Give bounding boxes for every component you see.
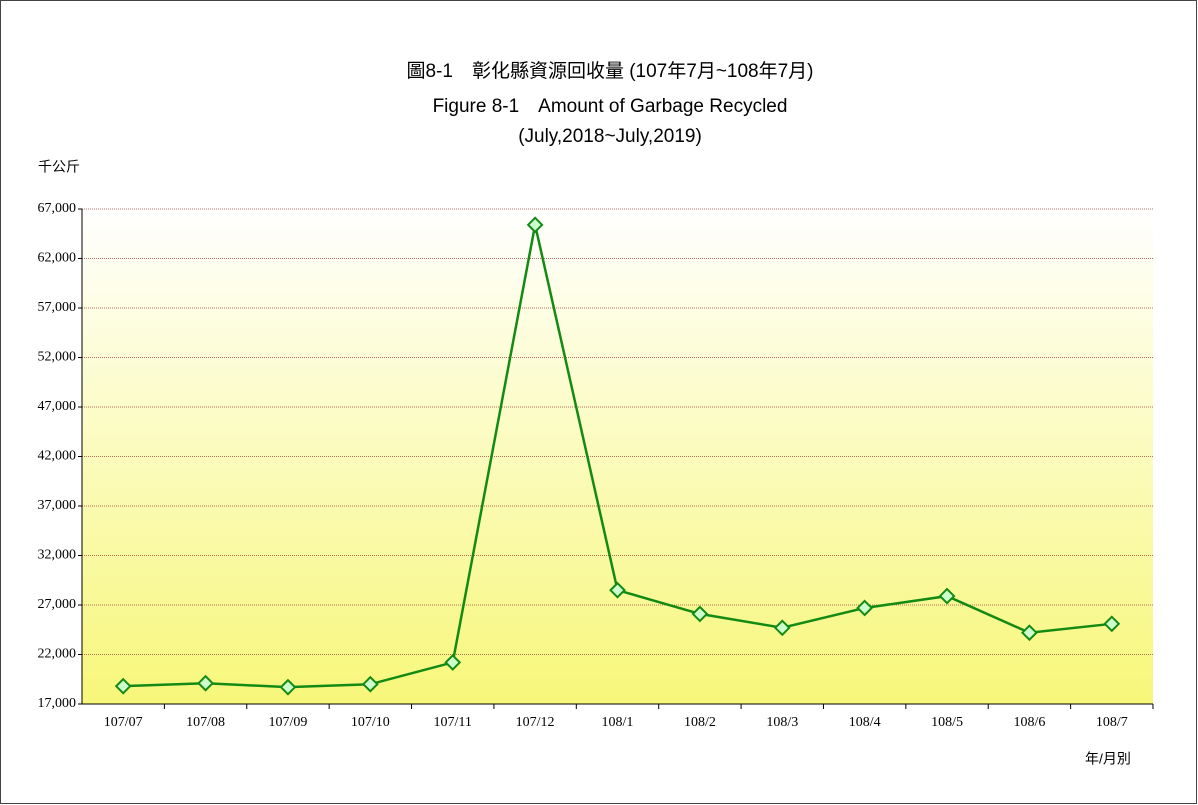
- data-point: [1103, 615, 1121, 633]
- y-tick-label: 57,000: [38, 300, 77, 315]
- data-point: [114, 677, 132, 695]
- x-tick-label: 107/07: [104, 715, 143, 730]
- y-tick-label: 67,000: [38, 201, 77, 216]
- x-tick-label: 108/2: [684, 715, 716, 730]
- y-tick-label: 37,000: [38, 498, 77, 513]
- data-point: [279, 678, 297, 696]
- x-tick-label: 108/3: [766, 715, 798, 730]
- x-tick-label: 108/5: [931, 715, 963, 730]
- x-tick-label: 108/7: [1096, 715, 1128, 730]
- y-tick-label: 32,000: [38, 548, 77, 563]
- x-tick-label: 107/08: [186, 715, 225, 730]
- y-tick-label: 52,000: [38, 350, 77, 365]
- data-point: [197, 674, 214, 692]
- x-tick-label: 107/11: [434, 715, 472, 730]
- data-point: [526, 216, 544, 234]
- x-tick-label: 108/6: [1013, 715, 1045, 730]
- x-tick-label: 108/4: [849, 715, 881, 730]
- x-axis-label: 年/月別: [1085, 751, 1131, 767]
- title-line: 圖8-1 彰化縣資源回收量 (107年7月~108年7月): [406, 60, 813, 82]
- title-line: Figure 8-1 Amount of Garbage Recycled: [433, 96, 788, 117]
- data-point: [609, 581, 626, 599]
- y-tick-label: 42,000: [38, 449, 77, 464]
- y-axis-label: 千公斤: [38, 159, 80, 175]
- y-tick-label: 47,000: [38, 399, 77, 414]
- y-tick-label: 27,000: [38, 597, 77, 612]
- x-tick-label: 108/1: [602, 715, 634, 730]
- data-point: [938, 587, 956, 605]
- data-point: [1021, 624, 1038, 642]
- y-tick-label: 62,000: [38, 251, 77, 266]
- y-tick-label: 17,000: [38, 696, 77, 711]
- data-point: [856, 599, 874, 617]
- x-tick-label: 107/10: [351, 715, 390, 730]
- y-tick-label: 22,000: [38, 647, 77, 662]
- title-line: (July,2018~July,2019): [518, 126, 702, 147]
- data-point: [361, 675, 379, 693]
- data-point: [691, 605, 709, 623]
- data-point: [773, 619, 791, 637]
- data-point: [444, 654, 462, 671]
- x-tick-label: 107/12: [516, 715, 555, 730]
- x-tick-label: 107/09: [269, 715, 308, 730]
